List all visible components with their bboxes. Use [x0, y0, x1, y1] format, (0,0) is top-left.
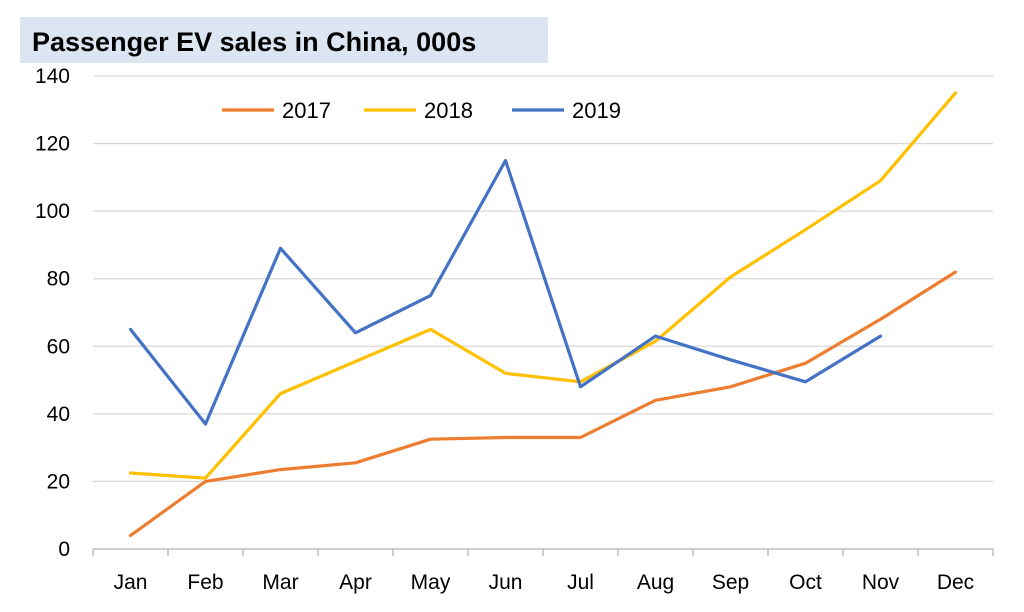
x-tick-label: Jan — [114, 571, 148, 594]
series-line-2018 — [128, 91, 958, 480]
chart-title: Passenger EV sales in China, 000s — [32, 27, 476, 57]
x-tick-label: Jul — [567, 571, 594, 594]
y-tick-label: 60 — [47, 335, 70, 358]
x-tick-label: Apr — [339, 571, 372, 594]
y-tick-label: 80 — [47, 268, 70, 291]
x-tick-label: Mar — [262, 571, 298, 594]
x-tick-label: Sep — [712, 571, 749, 594]
y-tick-label: 120 — [35, 133, 70, 156]
y-tick-label: 100 — [35, 200, 70, 223]
y-tick-label: 0 — [58, 538, 70, 561]
gridlines — [93, 75, 993, 483]
x-tick-label: Oct — [789, 571, 822, 594]
x-tick-label: Jun — [489, 571, 523, 594]
legend: 2017 2018 2019 — [222, 98, 621, 123]
title-background — [20, 17, 548, 63]
legend-label-2017: 2017 — [282, 98, 331, 123]
x-axis: Jan Feb Mar Apr May Jun Jul Aug Sep Oct Nov Dec — [92, 548, 994, 594]
y-tick-label: 140 — [35, 65, 70, 88]
legend-label-2019: 2019 — [572, 98, 621, 123]
x-tick-label: Nov — [862, 571, 900, 594]
y-tick-label: 40 — [47, 403, 70, 426]
y-tick-label: 20 — [47, 470, 70, 493]
y-axis: 0 20 40 60 80 100 120 140 — [35, 65, 70, 561]
series-line-2017 — [128, 270, 958, 538]
series-lines — [128, 91, 958, 538]
series-line-2019 — [128, 158, 883, 426]
x-tick-label: Feb — [187, 571, 223, 594]
legend-label-2018: 2018 — [424, 98, 473, 123]
x-tick-label: Dec — [937, 571, 974, 594]
x-tick-label: Aug — [637, 571, 674, 594]
x-tick-label: May — [411, 571, 451, 594]
